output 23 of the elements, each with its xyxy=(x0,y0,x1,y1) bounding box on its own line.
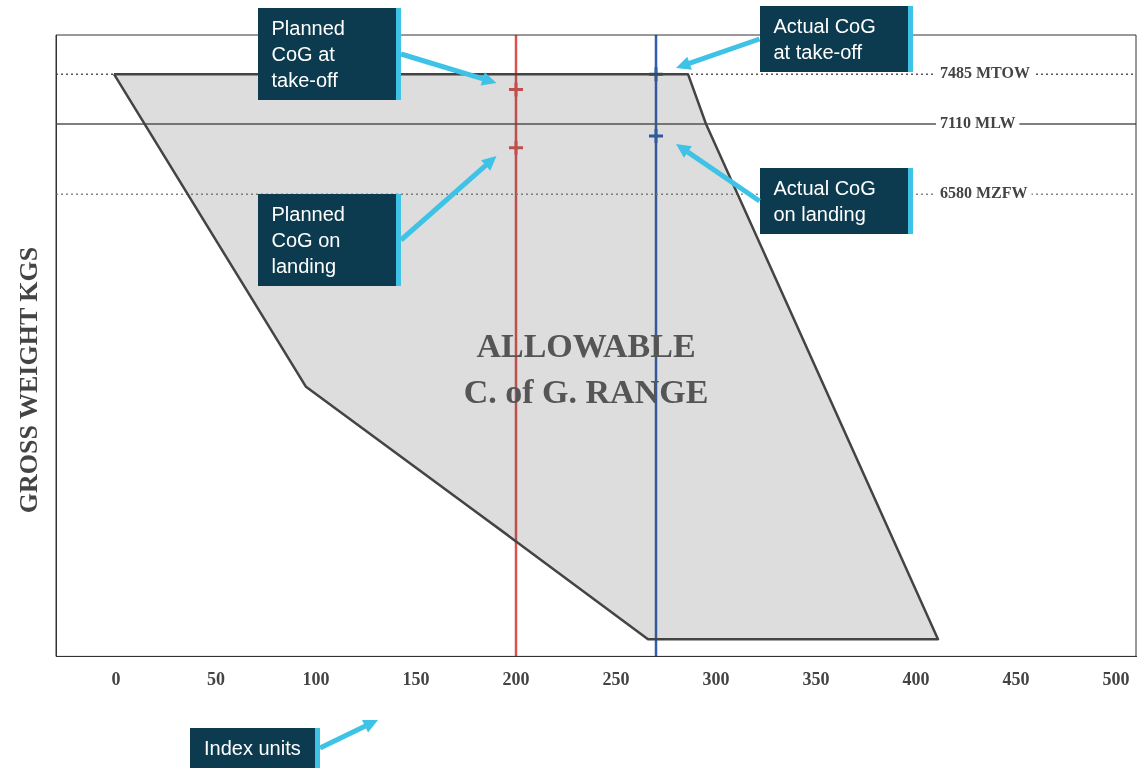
point xyxy=(647,127,665,145)
ref-line-label: 7485 MTOW xyxy=(940,64,1030,82)
x-tick-label: 50 xyxy=(207,668,225,689)
x-tick-label: 350 xyxy=(802,668,830,689)
x-tick-label: 250 xyxy=(602,668,630,689)
ref-line-label: 6580 MZFW xyxy=(940,184,1028,202)
x-tick-label: 200 xyxy=(502,668,530,689)
x-tick-label: 100 xyxy=(302,668,330,689)
callout-box: Index units xyxy=(190,728,320,768)
ref-line-label: 7110 MLW xyxy=(940,114,1016,132)
callout-box: Planned CoG on landing xyxy=(257,193,401,286)
y-axis-title: GROSS WEIGHT KGS xyxy=(13,246,43,514)
x-tick-label: 150 xyxy=(402,668,430,689)
callout-box: Planned CoG at take-off xyxy=(257,8,401,101)
point xyxy=(507,139,525,157)
point xyxy=(507,80,525,98)
callout-box: Actual CoG on landing xyxy=(759,167,913,234)
x-tick-label: 450 xyxy=(1002,668,1030,689)
x-tick-label: 500 xyxy=(1102,668,1130,689)
x-tick-label: 400 xyxy=(902,668,930,689)
x-tick-label: 0 xyxy=(111,668,121,689)
x-tick-label: 300 xyxy=(702,668,730,689)
callout-box: Actual CoG at take-off xyxy=(759,6,913,73)
